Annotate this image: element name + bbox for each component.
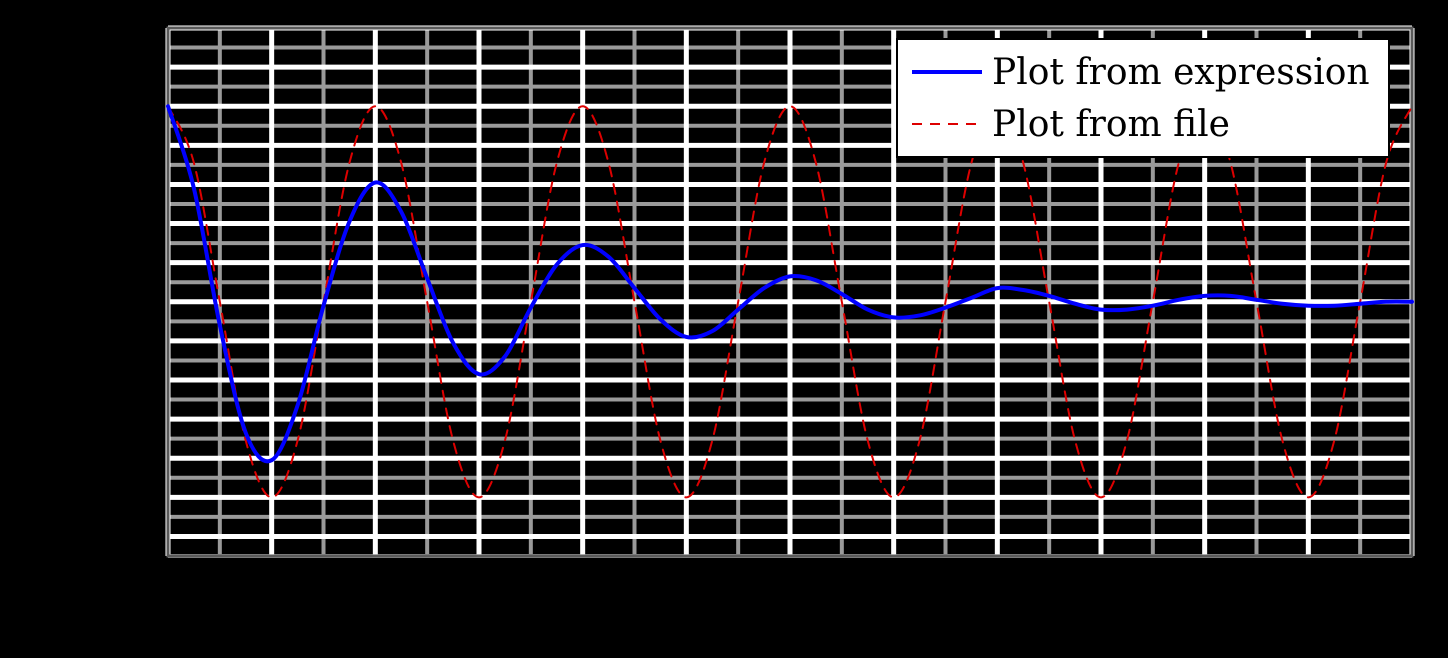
legend-label-expression: Plot from expression [992,52,1370,93]
legend-label-file: Plot from file [992,104,1230,145]
legend: Plot from expression Plot from file [897,39,1389,157]
